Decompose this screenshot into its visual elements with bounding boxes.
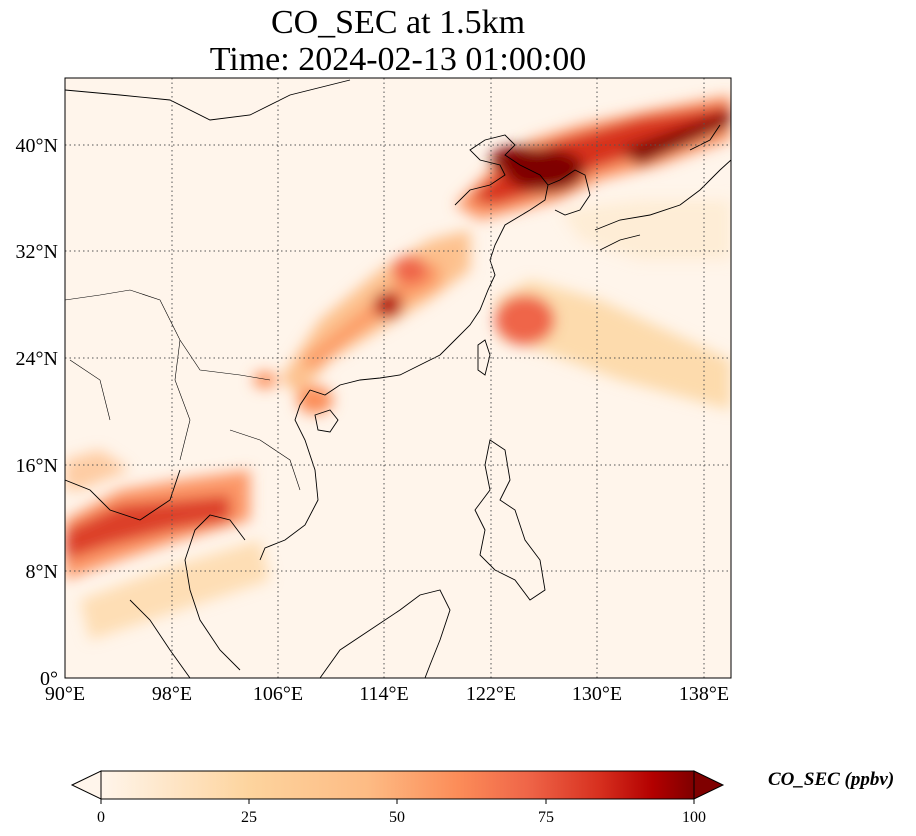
colorbar-extend-min	[70, 770, 102, 800]
colorbar-tick-label: 75	[538, 809, 554, 826]
lat-tick-labels: 0° 8°N 16°N 24°N 32°N 40°N	[16, 135, 58, 690]
coastlines	[65, 79, 731, 678]
title-line2: Time: 2024-02-13 01:00:00	[209, 41, 587, 78]
lon-tick-label: 114°E	[359, 683, 408, 705]
lon-tick-label: 122°E	[466, 683, 516, 705]
lat-tick-label: 40°N	[16, 135, 58, 157]
title-line1: CO_SEC at 1.5km	[270, 4, 526, 41]
colorbar-tick-label: 0	[97, 809, 105, 826]
lat-tick-label: 8°N	[26, 561, 58, 583]
lon-tick-label: 106°E	[253, 683, 303, 705]
lon-tick-labels: 90°E 98°E 106°E 114°E 122°E 130°E 138°E	[45, 683, 729, 705]
lon-tick-label: 138°E	[679, 683, 729, 705]
colorbar-tick-label: 50	[389, 809, 405, 826]
lat-tick-label: 0°	[40, 668, 58, 690]
colorbar: 0 25 50 75 100	[70, 770, 725, 826]
lon-tick-label: 98°E	[152, 683, 192, 705]
lat-tick-label: 32°N	[16, 241, 58, 263]
lat-tick-label: 16°N	[16, 455, 58, 477]
lon-tick-label: 130°E	[572, 683, 622, 705]
map-frame	[64, 77, 732, 679]
plume-shading	[65, 95, 731, 640]
colorbar-label: CO_SEC (ppbv)	[768, 769, 895, 790]
co-concentration-field	[65, 78, 731, 678]
lon-tick-label: 90°E	[45, 683, 85, 705]
colorbar-tick-label: 100	[682, 809, 706, 826]
colorbar-tick-label: 25	[241, 809, 257, 826]
colorbar-extend-max	[693, 770, 725, 800]
gridlines	[65, 78, 731, 678]
colorbar-gradient	[100, 770, 695, 800]
lat-tick-label: 24°N	[16, 348, 58, 370]
